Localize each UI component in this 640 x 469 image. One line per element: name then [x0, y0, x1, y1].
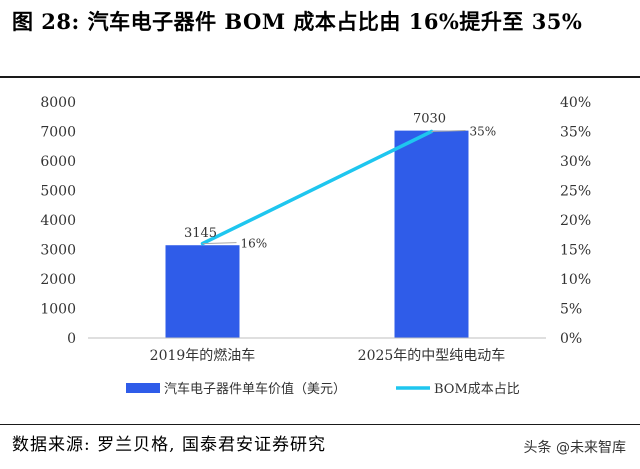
y-right-tick-label: 25%: [560, 184, 591, 200]
bom-chart: 0 1000 2000 3000 4000 5000 6000 7000 8000 0% 5% 10%…: [40, 95, 591, 397]
y-right-tick-label: 15%: [560, 243, 591, 259]
y-left-tick-label: 4000: [40, 213, 76, 229]
y-right-tick-label: 5%: [560, 302, 582, 318]
y-right-tick-label: 40%: [560, 95, 591, 111]
chart-area: 0 1000 2000 3000 4000 5000 6000 7000 8000 0% 5% 10%…: [0, 80, 640, 420]
y-left-tick-label: 6000: [40, 154, 76, 170]
y-left-tick-label: 3000: [40, 243, 76, 259]
bar-2: [394, 130, 469, 338]
y-left-tick-label: 1000: [40, 302, 76, 318]
bar-value-label: 3145: [184, 226, 217, 241]
line-label-leader: [202, 242, 237, 245]
y-left-tick-label: 0: [67, 331, 76, 347]
legend-label-line: BOM成本占比: [434, 382, 520, 397]
bom-share-line: [200, 129, 434, 246]
line-label-leader: [431, 130, 466, 132]
legend-swatch-bar: [126, 383, 160, 393]
line-value-label: 16%: [241, 237, 268, 251]
line-value-label: 35%: [470, 125, 497, 139]
bar-1: [165, 245, 240, 338]
source-divider: [0, 424, 640, 425]
y-left-tick-label: 7000: [40, 125, 76, 141]
y-right-tick-label: 0%: [560, 331, 582, 347]
y-left-tick-label: 8000: [40, 95, 76, 111]
y-right-tick-label: 10%: [560, 272, 591, 288]
y-left-tick-label: 5000: [40, 184, 76, 200]
y-right-tick-label: 30%: [560, 154, 591, 170]
figure-title: 图 28: 汽车电子器件 BOM 成本占比由 16%提升至 35%: [12, 9, 583, 34]
watermark: 头条 @未来智库: [523, 440, 626, 456]
y-right-tick-label: 20%: [560, 213, 591, 229]
y-left-tick-label: 2000: [40, 272, 76, 288]
x-tick-label: 2019年的燃油车: [150, 347, 256, 364]
x-tick-label: 2025年的中型纯电动车: [358, 347, 506, 364]
bar-value-label: 7030: [413, 112, 446, 127]
title-divider: [0, 76, 640, 78]
legend-label-bar: 汽车电子器件单车价值（美元）: [164, 381, 346, 397]
data-source: 数据来源: 罗兰贝格, 国泰君安证券研究: [12, 435, 326, 455]
y-right-tick-label: 35%: [560, 125, 591, 141]
